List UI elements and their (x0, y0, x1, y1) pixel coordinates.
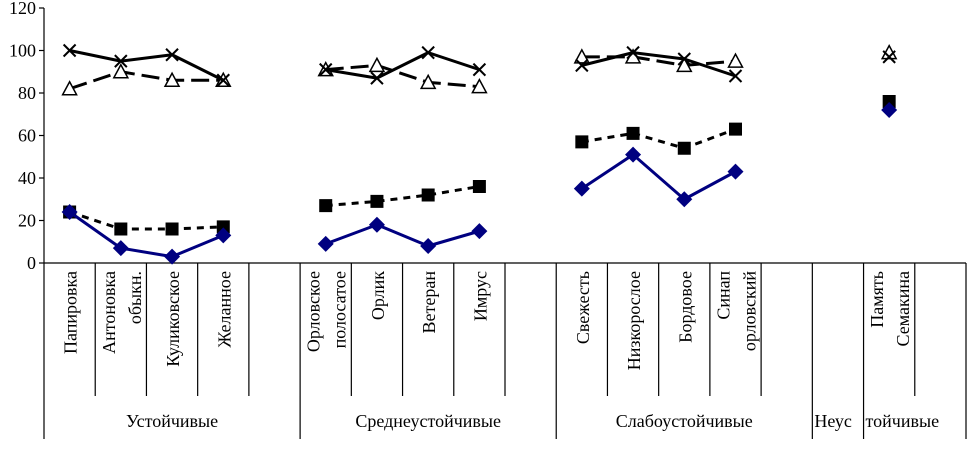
series-cross-point (370, 71, 384, 85)
series-square-point (216, 220, 230, 234)
series-diamond-point (317, 235, 334, 252)
series-square-point (319, 199, 333, 213)
series-diamond-point (215, 227, 232, 244)
category-label: Ветеран (419, 271, 439, 334)
series-cross-line (69, 49, 224, 82)
series-triangle-point (471, 78, 488, 94)
series-diamond-line (581, 153, 737, 201)
series-triangle-point (573, 48, 591, 64)
series-diamond-point (625, 146, 642, 163)
category-label: Синап (714, 271, 734, 320)
series-square-point (677, 141, 691, 155)
y-tick-label: 20 (18, 211, 36, 231)
category-label: Имрус (470, 271, 490, 321)
series-square-point (626, 126, 640, 140)
series-cross-line (325, 51, 480, 80)
series-square-point (882, 95, 896, 108)
series-diamond (61, 102, 898, 265)
series-triangle-line (581, 55, 736, 67)
group-label: Неус (814, 411, 852, 431)
series-square-line (581, 127, 737, 150)
series-triangle-point (727, 52, 744, 68)
series-diamond-line (68, 210, 224, 259)
series-square-line (325, 185, 480, 208)
series-triangle-line (69, 70, 224, 91)
y-tick-label: 40 (18, 168, 36, 188)
series-cross-point (62, 43, 77, 58)
series-triangle-point (368, 56, 386, 73)
series-cross-point (421, 45, 435, 60)
category-label: Куликовское (163, 271, 183, 367)
series-square-point (575, 135, 589, 149)
category-label: Бордовое (675, 271, 695, 343)
category-label: полосатое (330, 271, 350, 348)
category-label: орловский (740, 271, 760, 352)
series-square-point (421, 188, 435, 202)
series-square-point (114, 222, 128, 236)
series-square-line (69, 210, 224, 231)
category-label: Орлик (368, 271, 388, 320)
series-square (63, 95, 896, 236)
y-tick-label: 0 (27, 253, 36, 273)
y-tick-label: 80 (18, 83, 36, 103)
series-cross-point (677, 52, 691, 66)
y-axis: 0 20 40 60 80 100 120 (9, 0, 966, 439)
category-label: Антоновка (99, 271, 119, 354)
series-diamond-point (368, 216, 385, 233)
series-diamond-point (420, 238, 437, 254)
series-diamond-point (881, 102, 898, 118)
group-label: Устойчивые (126, 411, 218, 431)
group-label: Среднеустойчивые (355, 411, 501, 431)
series-diamond-point (573, 180, 590, 197)
series-diamond-point (164, 248, 181, 265)
series-square-point (472, 180, 486, 193)
category-label: Орловское (304, 271, 324, 352)
series-diamond-line (325, 223, 480, 248)
category-label: Семакина (893, 271, 913, 346)
series-triangle-point (419, 73, 437, 90)
y-tick-label: 100 (9, 41, 36, 61)
series-diamond-point (676, 191, 693, 208)
category-label: Папировка (61, 271, 81, 354)
series-square-point (729, 122, 742, 136)
series-cross-point (882, 50, 896, 64)
category-label: Свежесть (573, 271, 593, 344)
series-cross-point (319, 62, 333, 77)
series-diamond-point (61, 204, 78, 220)
category-label: Желанное (214, 271, 234, 348)
series-diamond-point (471, 223, 488, 240)
series-diamond-point (112, 240, 129, 257)
series-cross-point (626, 45, 640, 60)
series-square-point (165, 222, 179, 236)
group-labels: Устойчивые Среднеустойчивые Слабоустойчивы… (126, 411, 939, 431)
category-labels: Папировка Антоновка обыкн. Куликовское Желан… (61, 271, 914, 371)
series-cross-point (114, 54, 128, 68)
series-triangle-point (112, 63, 130, 79)
category-label: Память (867, 271, 887, 328)
series-diamond-point (727, 163, 744, 180)
group-label: тойчивые (866, 411, 940, 431)
y-tick-label: 60 (18, 126, 36, 146)
category-dividers (94, 263, 967, 439)
series-cross-point (728, 69, 743, 83)
category-label: Низкорослое (624, 271, 644, 370)
series-triangle-line (325, 63, 480, 89)
series-cross-point (472, 62, 487, 77)
series-triangle-point (163, 71, 181, 87)
series-cross (62, 43, 896, 87)
series-triangle-point (61, 80, 78, 96)
y-tick-label: 120 (9, 0, 36, 18)
series-cross-point (216, 73, 230, 87)
group-label: Слабоустойчивые (616, 411, 753, 431)
category-label: обыкн. (125, 271, 145, 324)
series-layer (61, 43, 898, 265)
series-triangle-point (676, 56, 693, 73)
series-square-point (370, 194, 384, 208)
series-cross-point (575, 58, 589, 73)
series-cross-point (165, 48, 179, 62)
series-cross-line (581, 51, 736, 78)
